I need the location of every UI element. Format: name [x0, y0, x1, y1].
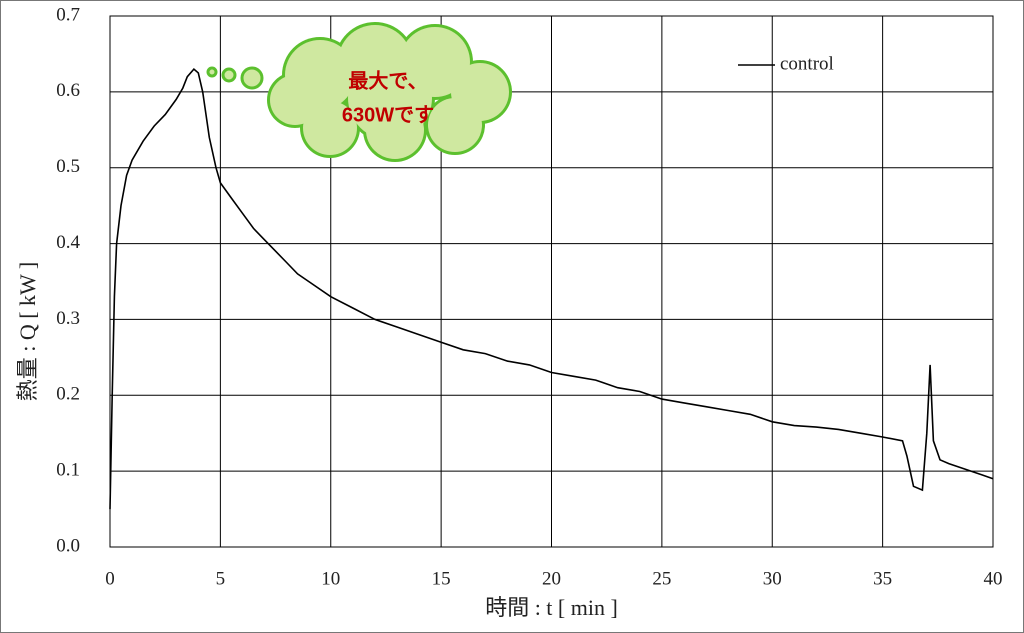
cloud: [303, 101, 357, 155]
data-line: [109, 67, 994, 510]
x-tick-label: 15: [432, 568, 451, 589]
x-tick-label: 20: [542, 568, 561, 589]
y-tick-label: 0.6: [56, 80, 80, 101]
cloud-bubble: [206, 66, 218, 78]
y-tick-label: 0.5: [56, 156, 80, 177]
y-axis-label: 熱量 : Q [ kW ]: [15, 262, 40, 402]
y-tick-label: 0.1: [56, 460, 80, 481]
x-tick-label: 0: [105, 568, 115, 589]
x-tick-label: 30: [763, 568, 782, 589]
cloud: [270, 75, 320, 125]
cloud: [428, 98, 482, 152]
cloud-bubble: [240, 66, 264, 90]
annotation: 630Wです: [342, 103, 434, 126]
x-tick-label: 25: [652, 568, 671, 589]
y-tick-label: 0.0: [56, 535, 80, 556]
y-tick-label: 0.7: [56, 4, 80, 25]
x-axis-label: 時間 : t [ min ]: [485, 595, 618, 620]
annotation: 最大で、: [348, 69, 427, 92]
y-tick-label: 0.2: [56, 384, 80, 405]
cloud: [348, 56, 432, 140]
x-tick-label: 10: [321, 568, 340, 589]
y-tick-label: 0.3: [56, 308, 80, 329]
legend-label: control: [780, 53, 834, 74]
x-tick-label: 35: [873, 568, 892, 589]
cloud-bubble: [221, 67, 237, 83]
x-tick-label: 40: [984, 568, 1003, 589]
x-tick-label: 5: [216, 568, 226, 589]
y-tick-label: 0.4: [56, 232, 80, 253]
